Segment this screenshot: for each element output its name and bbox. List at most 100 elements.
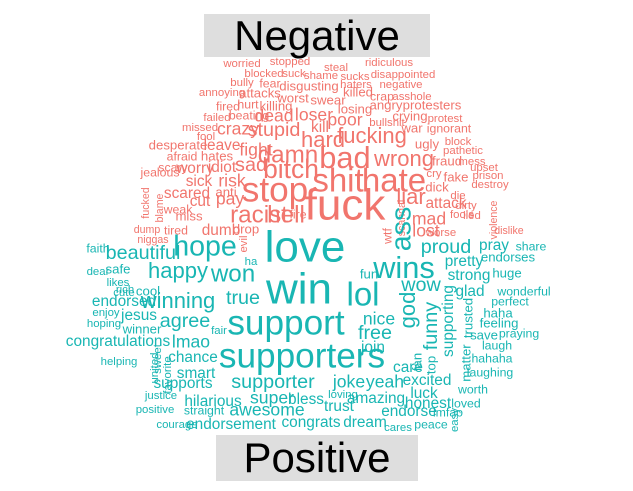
word-disappointed: disappointed <box>371 69 436 81</box>
word-peace: peace <box>414 417 448 431</box>
word-blocked: blocked <box>244 68 283 80</box>
word-protest: protest <box>428 113 464 125</box>
word-favorite: favorite <box>162 356 174 393</box>
word-cute: cute <box>113 287 135 299</box>
word-lmfao: lmfao <box>433 405 463 419</box>
word-dear: dear <box>87 266 110 278</box>
word-ha: ha <box>245 256 258 268</box>
word-bad: bad <box>319 140 370 175</box>
word-miss: miss <box>175 208 203 223</box>
word-stop: stop <box>242 170 309 209</box>
word-afraid: afraid <box>167 149 198 163</box>
word-bullshit: bullshit <box>369 117 405 129</box>
word-negative: negative <box>379 79 422 91</box>
word-wins: wins <box>372 250 435 285</box>
word-ridiculous: ridiculous <box>365 57 413 69</box>
word-worth: worth <box>457 382 488 396</box>
word-lied: lied <box>463 210 481 222</box>
word-destroy: destroy <box>471 179 509 191</box>
word-strong: strong <box>448 267 491 284</box>
word-hope: hope <box>173 231 237 263</box>
word-sad: sad <box>235 154 267 176</box>
word-feeling: feeling <box>480 315 519 330</box>
word-smart: smart <box>177 365 216 382</box>
word-sweet: sweet <box>152 343 164 374</box>
word-fired: fired <box>216 99 240 113</box>
word-shame: shame <box>304 70 338 82</box>
word-kill: kill <box>311 119 329 136</box>
word-loser: loser <box>295 105 333 125</box>
word-pray: pray <box>479 237 509 254</box>
word-endorse: endorse <box>381 403 437 420</box>
word-damn: damn <box>258 141 319 168</box>
word-steal: steal <box>324 62 348 74</box>
word-won: won <box>210 260 255 287</box>
word-justice: justice <box>144 390 177 402</box>
word-sick: sick <box>186 173 213 190</box>
word-cool: cool <box>136 283 160 298</box>
word-yeah: yeah <box>366 372 404 392</box>
word-fuck: fuck <box>305 181 387 230</box>
word-ugly: ugly <box>415 136 440 151</box>
word-anti: anti <box>215 184 236 199</box>
word-care: care <box>393 359 423 376</box>
word-blame: blame <box>154 193 166 222</box>
word-supporting: supporting <box>440 285 457 357</box>
word-hate: hate <box>362 162 426 199</box>
word-happy: happy <box>148 258 208 283</box>
word-fan: fan <box>409 353 424 371</box>
word-endorsement: endorsement <box>186 416 277 433</box>
word-dislike: dislike <box>494 225 524 237</box>
word-easy: easy <box>449 408 461 432</box>
word-supporters: supporters <box>219 336 385 375</box>
word-super: super <box>250 388 294 408</box>
word-killed: killed <box>343 84 373 99</box>
word-laughing: laughing <box>467 365 514 379</box>
word-desperate: desperate <box>149 137 208 152</box>
word-luck: luck <box>410 385 438 402</box>
word-praying: praying <box>499 326 539 340</box>
word-free: free <box>358 322 392 344</box>
word-courage: courage <box>156 419 197 431</box>
word-cares: cares <box>384 422 412 434</box>
word-dump: dump <box>134 224 161 236</box>
word-fools: fools <box>450 209 474 221</box>
word-dead: dead <box>254 106 293 126</box>
word-tired: tired <box>164 223 188 237</box>
word-worse: worse <box>425 227 456 239</box>
word-attack: attack <box>425 195 466 212</box>
word-hell: hell <box>267 201 305 228</box>
word-annoying: annoying <box>199 87 245 99</box>
word-fake: fake <box>444 169 469 184</box>
word-chance: chance <box>168 349 218 366</box>
word-hoping: hoping <box>87 318 121 330</box>
word-fucked: fucked <box>140 187 152 218</box>
word-true: true <box>226 287 260 309</box>
word-fair: fair <box>211 325 227 337</box>
word-trusted: trusted <box>460 298 475 338</box>
word-wonderful: wonderful <box>496 284 550 298</box>
word-bitch: bitch <box>263 154 319 184</box>
word-die: die <box>450 190 465 202</box>
word-dream: dream <box>343 414 387 431</box>
word-share: share <box>516 239 547 253</box>
positive-section-label: Positive <box>216 435 418 481</box>
word-stopped: stopped <box>270 56 311 68</box>
word-war: war <box>400 120 423 135</box>
word-haha: haha <box>483 305 513 320</box>
word-fool: fool <box>197 131 215 143</box>
word-pay: pay <box>216 189 245 209</box>
word-haters: haters <box>340 79 372 91</box>
word-worried: worried <box>222 58 260 70</box>
word-awesome: awesome <box>229 400 304 420</box>
word-trust: trust <box>324 398 355 415</box>
word-fire: fire <box>289 207 306 221</box>
word-crap: crap <box>370 89 394 103</box>
word-join: join <box>360 339 385 356</box>
word-huge: huge <box>492 265 521 280</box>
word-fight: fight <box>239 140 272 160</box>
word-jealous: jealous <box>140 165 180 179</box>
word-scary: scary <box>158 160 188 174</box>
word-bully: bully <box>230 77 254 89</box>
